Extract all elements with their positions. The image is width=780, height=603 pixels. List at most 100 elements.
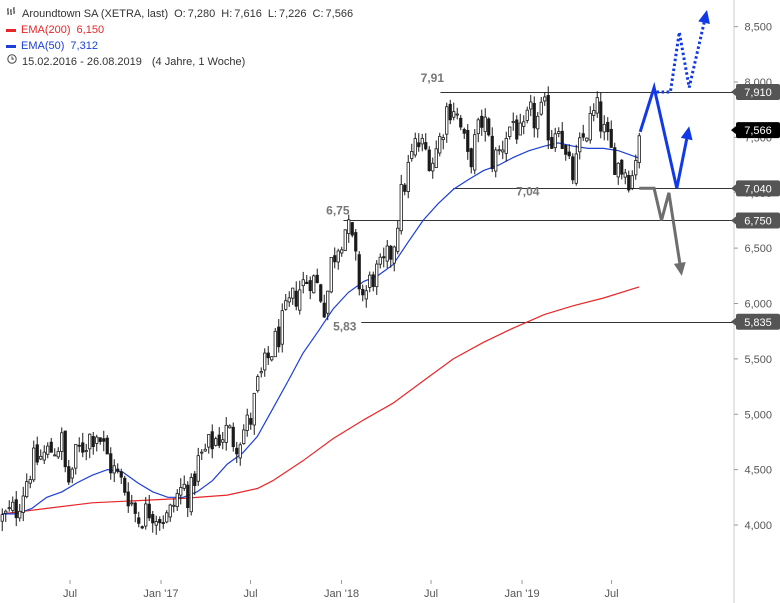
candle-body <box>557 131 561 135</box>
candle-body <box>343 229 347 251</box>
candle-body <box>140 526 144 529</box>
candle-body <box>189 477 193 513</box>
candle-body <box>637 135 641 163</box>
candle-body <box>609 128 613 148</box>
x-tick-label: Jul <box>243 588 257 600</box>
range-swing-arrow-head <box>680 126 693 141</box>
candle-body <box>515 119 519 140</box>
candle-body <box>431 162 435 172</box>
candle-body <box>214 438 218 446</box>
y-tick-label: 4,500 <box>744 465 772 477</box>
ohlc-close-value: 7,566 <box>325 8 354 20</box>
candle-body <box>497 149 501 152</box>
candle-body <box>298 289 302 311</box>
x-axis: Jul Jan '17 Jul Jan '18 Jul Jan '19 Jul <box>63 580 619 600</box>
candle-body <box>242 429 246 445</box>
candle-body <box>518 122 522 136</box>
bar-chart-icon <box>6 6 17 22</box>
candle-body <box>441 137 445 140</box>
candle-body <box>630 175 634 189</box>
candle-body <box>326 290 330 314</box>
candle-body <box>280 310 284 345</box>
candle-body <box>616 162 620 178</box>
ohlc-low-key: L: <box>267 8 277 20</box>
date-range: 15.02.2016 - 26.08.2019 <box>22 56 142 68</box>
ema50-layer <box>2 142 640 515</box>
x-tick-label: Jul <box>424 588 438 600</box>
level-price-label-pointer <box>731 184 736 193</box>
candle-body <box>196 455 200 482</box>
horizontal-levels <box>343 92 734 323</box>
ema200-value: 6,150 <box>76 24 105 36</box>
ema50-swatch <box>6 44 16 48</box>
candle-body <box>595 97 599 114</box>
candle-body <box>504 138 508 154</box>
candle-body <box>228 425 232 429</box>
y-tick-label: 5,500 <box>744 354 772 366</box>
candle-body <box>413 138 417 156</box>
candle-body <box>7 507 11 510</box>
candle-body <box>305 281 309 284</box>
candle-body <box>56 450 60 458</box>
candle-body <box>84 450 88 453</box>
candle-body <box>606 121 610 133</box>
candle-body <box>564 145 568 155</box>
ohlc-low-value: 7,226 <box>279 8 307 20</box>
candle-body <box>357 254 361 290</box>
candle-body <box>165 512 169 523</box>
candle-body <box>273 330 277 358</box>
level-price-label: 5,835 <box>744 317 772 329</box>
candle-body <box>308 280 312 292</box>
candle-body <box>49 441 53 453</box>
y-tick-label: 8,500 <box>744 22 772 34</box>
instrument-name: Aroundtown SA (XETRA, last) <box>22 8 169 20</box>
candle-body <box>585 137 589 142</box>
candle-body <box>508 126 512 137</box>
legend-ema50: EMA(50) 7,312 <box>6 38 353 54</box>
candle-body <box>424 142 428 150</box>
candle-body <box>602 123 606 133</box>
candle-body <box>420 138 424 145</box>
candle-body <box>91 436 95 448</box>
candle-body <box>592 110 596 116</box>
x-tick-label: Jan '19 <box>504 588 539 600</box>
candle-body <box>32 447 36 481</box>
candlesticks <box>0 86 641 535</box>
candle-body <box>161 522 165 524</box>
level-annotations: 7,91 7,04 6,75 5,83 <box>326 71 540 333</box>
candle-body <box>193 473 197 486</box>
x-tick-label: Jul <box>63 588 77 600</box>
candle-body <box>18 510 22 519</box>
candle-body <box>207 434 211 448</box>
candle-body <box>119 471 123 478</box>
candle-body <box>546 95 550 141</box>
candle-body <box>0 514 4 522</box>
candle-body <box>67 466 71 483</box>
candle-body <box>137 517 141 524</box>
candle-body <box>287 297 291 303</box>
candle-body <box>473 134 477 171</box>
candle-body <box>231 426 235 448</box>
candle-body <box>620 159 624 175</box>
candle-body <box>259 371 263 374</box>
candle-body <box>350 222 354 236</box>
candle-body <box>144 503 148 527</box>
candle-body <box>382 256 386 259</box>
candle-body <box>74 443 78 469</box>
candle-body <box>224 424 228 443</box>
candle-body <box>567 151 571 157</box>
candle-body <box>102 438 106 442</box>
candle-body <box>109 453 113 474</box>
candle-body <box>42 451 46 461</box>
candle-body <box>560 130 564 149</box>
candle-body <box>588 113 592 141</box>
candle-body <box>417 142 421 148</box>
candle-body <box>294 290 298 307</box>
chart-legend: Aroundtown SA (XETRA, last) O: 7,280 H: … <box>6 6 353 70</box>
level-annotation: 6,75 <box>326 203 350 217</box>
level-price-label-bg <box>736 83 780 100</box>
candle-body <box>112 465 116 474</box>
ema200-swatch <box>6 28 16 32</box>
candle-body <box>543 96 547 102</box>
candle-body <box>490 135 494 170</box>
